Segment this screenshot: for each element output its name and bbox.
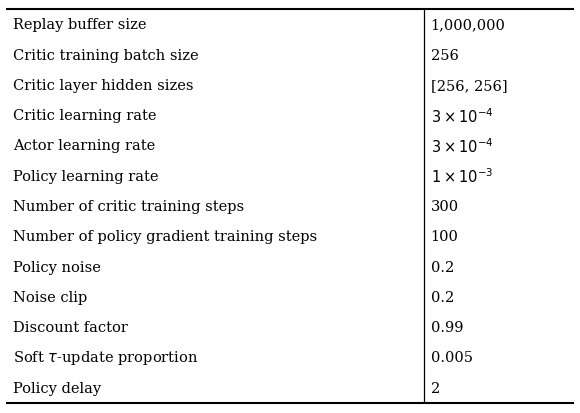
Text: Actor learning rate: Actor learning rate [13,139,155,153]
Text: Soft $\tau$-update proportion: Soft $\tau$-update proportion [13,349,198,366]
Text: Critic layer hidden sizes: Critic layer hidden sizes [13,79,193,93]
Text: Replay buffer size: Replay buffer size [13,19,146,32]
Text: 256: 256 [430,49,458,63]
Text: 0.99: 0.99 [430,320,463,334]
Text: Number of critic training steps: Number of critic training steps [13,199,244,214]
Text: 2: 2 [430,381,440,394]
Text: 1,000,000: 1,000,000 [430,19,505,32]
Text: $1 \times 10^{-3}$: $1 \times 10^{-3}$ [430,167,493,186]
Text: Noise clip: Noise clip [13,290,87,304]
Text: 300: 300 [430,199,459,214]
Text: Discount factor: Discount factor [13,320,128,334]
Text: $3 \times 10^{-4}$: $3 \times 10^{-4}$ [430,137,493,155]
Text: $3 \times 10^{-4}$: $3 \times 10^{-4}$ [430,107,493,125]
Text: 100: 100 [430,230,458,244]
Text: Critic training batch size: Critic training batch size [13,49,198,63]
Text: Number of policy gradient training steps: Number of policy gradient training steps [13,230,317,244]
Text: Critic learning rate: Critic learning rate [13,109,156,123]
Text: Policy noise: Policy noise [13,260,101,274]
Text: 0.2: 0.2 [430,260,454,274]
Text: 0.005: 0.005 [430,350,473,364]
Text: [256, 256]: [256, 256] [430,79,507,93]
Text: Policy delay: Policy delay [13,381,101,394]
Text: 0.2: 0.2 [430,290,454,304]
Text: Policy learning rate: Policy learning rate [13,169,158,183]
